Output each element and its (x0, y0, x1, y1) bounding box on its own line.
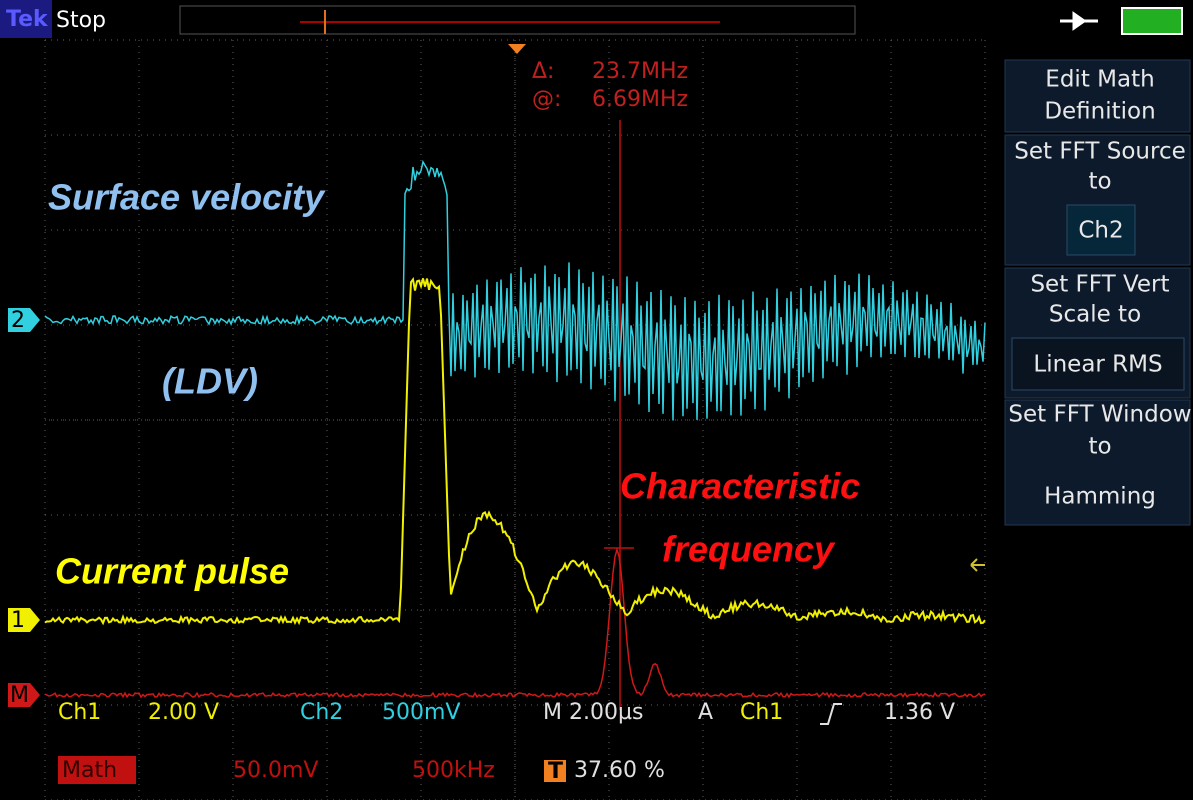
annotation-characteristic: Characteristic (620, 466, 860, 507)
math-marker (8, 683, 40, 707)
trigger-level-marker (970, 558, 985, 572)
menu-value: Hamming (1044, 484, 1156, 510)
trigger-source: Ch1 (740, 700, 783, 725)
run-status: Stop (56, 8, 106, 33)
menu-value-box (1066, 204, 1136, 256)
annotation-frequency: frequency (662, 529, 836, 570)
ch2-scale: 500mV (382, 700, 460, 725)
ch2-waveform (44, 159, 986, 421)
brand-box (0, 0, 52, 38)
ch2-marker (8, 308, 40, 332)
ch1-label: Ch1 (58, 700, 101, 725)
position: 37.60 % (574, 758, 665, 783)
trigger-mode: A (698, 700, 713, 725)
math-waveform (44, 546, 986, 699)
menu-label: Definition (1044, 99, 1155, 125)
battery (1121, 7, 1183, 35)
math-span: 500kHz (412, 758, 495, 783)
annotation-surface: Surface velocity (48, 177, 326, 218)
trigger-marker (508, 44, 526, 54)
cursor-delta-label: Δ: (532, 59, 554, 84)
annotation-current: Current pulse (55, 551, 289, 592)
t-icon-box (544, 760, 566, 782)
power-icon (1060, 11, 1098, 31)
menu-label: Set FFT Vert (1030, 272, 1169, 298)
ch1-scale: 2.00 V (148, 700, 219, 725)
math-label: Math (62, 758, 117, 783)
menu-label: to (1088, 169, 1111, 195)
trigger-level: 1.36 V (884, 700, 955, 725)
graticule (44, 39, 986, 800)
math-scale: 50.0mV (233, 758, 318, 783)
menu-label: Set FFT Window (1008, 402, 1191, 428)
math-box (58, 756, 136, 784)
cursor-at-label: @: (532, 87, 561, 112)
ch1-marker (8, 608, 40, 632)
trigger-slope (820, 703, 842, 725)
ch1-waveform (44, 276, 986, 626)
brand: Tek (6, 7, 49, 32)
menu-item-4[interactable] (1004, 399, 1191, 526)
menu-label: Set FFT Source (1014, 139, 1186, 165)
ch2-label: Ch2 (300, 700, 343, 725)
cursor-at-value: 6.69MHz (592, 87, 688, 112)
ch2-marker-label: 2 (11, 308, 25, 333)
menu-label: to (1088, 434, 1111, 460)
menu-item-1[interactable] (1004, 59, 1191, 133)
record-bar (179, 5, 856, 35)
cursor-delta-value: 23.7MHz (592, 59, 688, 84)
menu-value: Linear RMS (1033, 352, 1162, 378)
timebase: M 2.00µs (543, 700, 643, 725)
menu-label: Scale to (1049, 302, 1141, 328)
t-icon: T (548, 759, 563, 784)
menu-value-box (1011, 337, 1185, 391)
menu-label: Edit Math (1045, 67, 1154, 93)
math-marker-label: M (10, 683, 29, 708)
ch1-marker-label: 1 (11, 608, 25, 633)
annotation-ldv: (LDV) (162, 361, 258, 402)
menu-value: Ch2 (1078, 218, 1123, 244)
